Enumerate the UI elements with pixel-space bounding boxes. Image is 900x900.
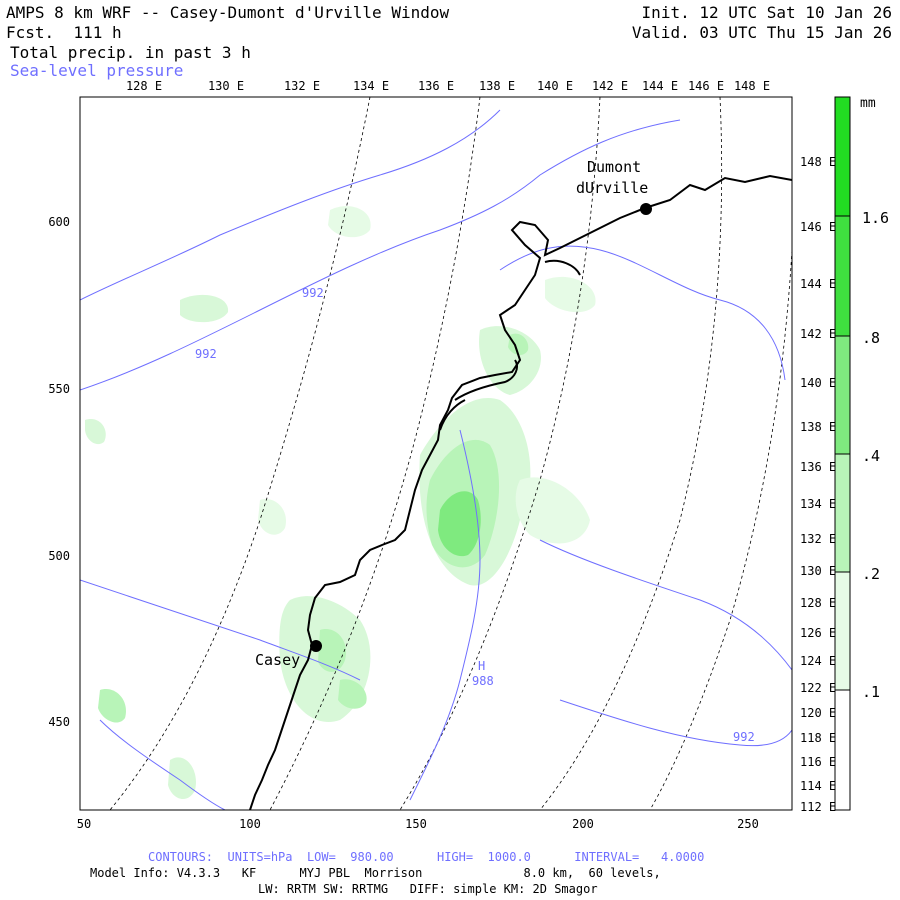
pressure-contours bbox=[80, 109, 792, 810]
colorbar-level: .1 bbox=[862, 683, 880, 701]
precip-area bbox=[258, 499, 286, 535]
precip-area bbox=[545, 276, 596, 313]
right-lon-label: 146 E bbox=[800, 220, 836, 234]
right-longitude-labels: 148 E 146 E 144 E 142 E 140 E 138 E 136 E 134 E… bbox=[800, 155, 836, 814]
right-lon-label: 132 E bbox=[800, 532, 836, 546]
precip-area bbox=[515, 477, 590, 544]
right-lon-label: 138 E bbox=[800, 420, 836, 434]
right-lon-label: 142 E bbox=[800, 327, 836, 341]
right-lon-label: 144 E bbox=[800, 277, 836, 291]
top-lon-label: 142 E bbox=[592, 79, 628, 93]
precip-area bbox=[98, 689, 126, 723]
colorbar-level: .4 bbox=[862, 447, 880, 465]
y-tick-label: 550 bbox=[48, 382, 70, 396]
right-lon-label: 140 E bbox=[800, 376, 836, 390]
station-label-dumont-line2: dUrville bbox=[576, 179, 648, 197]
x-axis-ticks: 50 100 150 200 250 bbox=[77, 817, 759, 831]
top-lon-label: 140 E bbox=[537, 79, 573, 93]
field-label: Total precip. in past 3 h bbox=[10, 43, 251, 62]
map-title: AMPS 8 km WRF -- Casey-Dumont d'Urville … bbox=[6, 3, 450, 22]
model-info: Model Info: V4.3.3 KF MYJ PBL Morrison 8… bbox=[90, 866, 661, 880]
colorbar-segment bbox=[835, 572, 850, 690]
x-tick-label: 250 bbox=[737, 817, 759, 831]
top-lon-label: 148 E bbox=[734, 79, 770, 93]
x-tick-label: 50 bbox=[77, 817, 91, 831]
top-lon-label: 146 E bbox=[688, 79, 724, 93]
forecast-hour: Fcst. 111 h bbox=[6, 23, 122, 42]
colorbar-unit: mm bbox=[860, 96, 876, 111]
precip-area bbox=[168, 757, 196, 800]
x-tick-label: 200 bbox=[572, 817, 594, 831]
physics-info: LW: RRTM SW: RRTMG DIFF: simple KM: 2D S… bbox=[258, 882, 598, 896]
colorbar-segment bbox=[835, 454, 850, 572]
station-marker-dumont bbox=[640, 203, 652, 215]
y-tick-label: 600 bbox=[48, 215, 70, 229]
top-lon-label: 130 E bbox=[208, 79, 244, 93]
top-lon-label: 136 E bbox=[418, 79, 454, 93]
right-lon-label: 118 E bbox=[800, 731, 836, 745]
x-tick-label: 150 bbox=[405, 817, 427, 831]
colorbar-segment bbox=[835, 690, 850, 810]
colorbar-level: 1.6 bbox=[862, 209, 889, 227]
init-time: Init. 12 UTC Sat 10 Jan 26 bbox=[641, 3, 892, 22]
latitude-lines bbox=[109, 97, 792, 810]
overlay-label: Sea-level pressure bbox=[10, 61, 184, 80]
colorbar-level: .8 bbox=[862, 329, 880, 347]
valid-time: Valid. 03 UTC Thu 15 Jan 26 bbox=[631, 23, 892, 42]
colorbar-segment bbox=[835, 216, 850, 336]
y-tick-label: 500 bbox=[48, 549, 70, 563]
precip-area bbox=[180, 294, 229, 323]
top-lon-label: 134 E bbox=[353, 79, 389, 93]
contour-label: 992 bbox=[302, 286, 324, 300]
precip-shading bbox=[85, 206, 596, 800]
right-lon-label: 116 E bbox=[800, 755, 836, 769]
coastline bbox=[249, 174, 792, 810]
top-lon-label: 128 E bbox=[126, 79, 162, 93]
station-label-casey: Casey bbox=[255, 651, 300, 669]
right-lon-label: 134 E bbox=[800, 497, 836, 511]
precip-area bbox=[328, 206, 371, 238]
colorbar-segment bbox=[835, 97, 850, 216]
colorbar-level: .2 bbox=[862, 565, 880, 583]
precip-area bbox=[508, 333, 529, 356]
y-axis-ticks: 600 550 500 450 bbox=[48, 215, 70, 729]
contour-label: 992 bbox=[733, 730, 755, 744]
top-lon-label: 138 E bbox=[479, 79, 515, 93]
precip-area bbox=[438, 491, 481, 557]
right-lon-label: 114 E bbox=[800, 779, 836, 793]
right-lon-label: 124 E bbox=[800, 654, 836, 668]
right-lon-label: 130 E bbox=[800, 564, 836, 578]
y-tick-label: 450 bbox=[48, 715, 70, 729]
right-lon-label: 112 E bbox=[800, 800, 836, 814]
x-tick-label: 100 bbox=[239, 817, 261, 831]
high-pressure-letter: H bbox=[478, 659, 485, 673]
precip-area bbox=[318, 629, 346, 672]
high-pressure-value: 988 bbox=[472, 674, 494, 688]
top-lon-label: 144 E bbox=[642, 79, 678, 93]
right-lon-label: 128 E bbox=[800, 596, 836, 610]
right-lon-label: 148 E bbox=[800, 155, 836, 169]
map-frame bbox=[79, 96, 793, 811]
right-lon-label: 122 E bbox=[800, 681, 836, 695]
station-label-dumont-line1: Dumont bbox=[587, 158, 641, 176]
top-longitude-labels: 128 E 130 E 132 E 134 E 136 E 138 E 140 E 142 E… bbox=[126, 79, 770, 93]
precip-area bbox=[85, 419, 106, 445]
right-lon-label: 136 E bbox=[800, 460, 836, 474]
contour-label: 992 bbox=[195, 347, 217, 361]
contour-info: CONTOURS: UNITS=hPa LOW= 980.00 HIGH= 10… bbox=[148, 850, 705, 864]
precip-area bbox=[338, 679, 367, 709]
right-lon-label: 120 E bbox=[800, 706, 836, 720]
station-marker-casey bbox=[310, 640, 322, 652]
colorbar: mm .1 .2 .4 .8 1.6 bbox=[834, 96, 889, 811]
colorbar-segment bbox=[835, 336, 850, 454]
top-lon-label: 132 E bbox=[284, 79, 320, 93]
right-lon-label: 126 E bbox=[800, 626, 836, 640]
